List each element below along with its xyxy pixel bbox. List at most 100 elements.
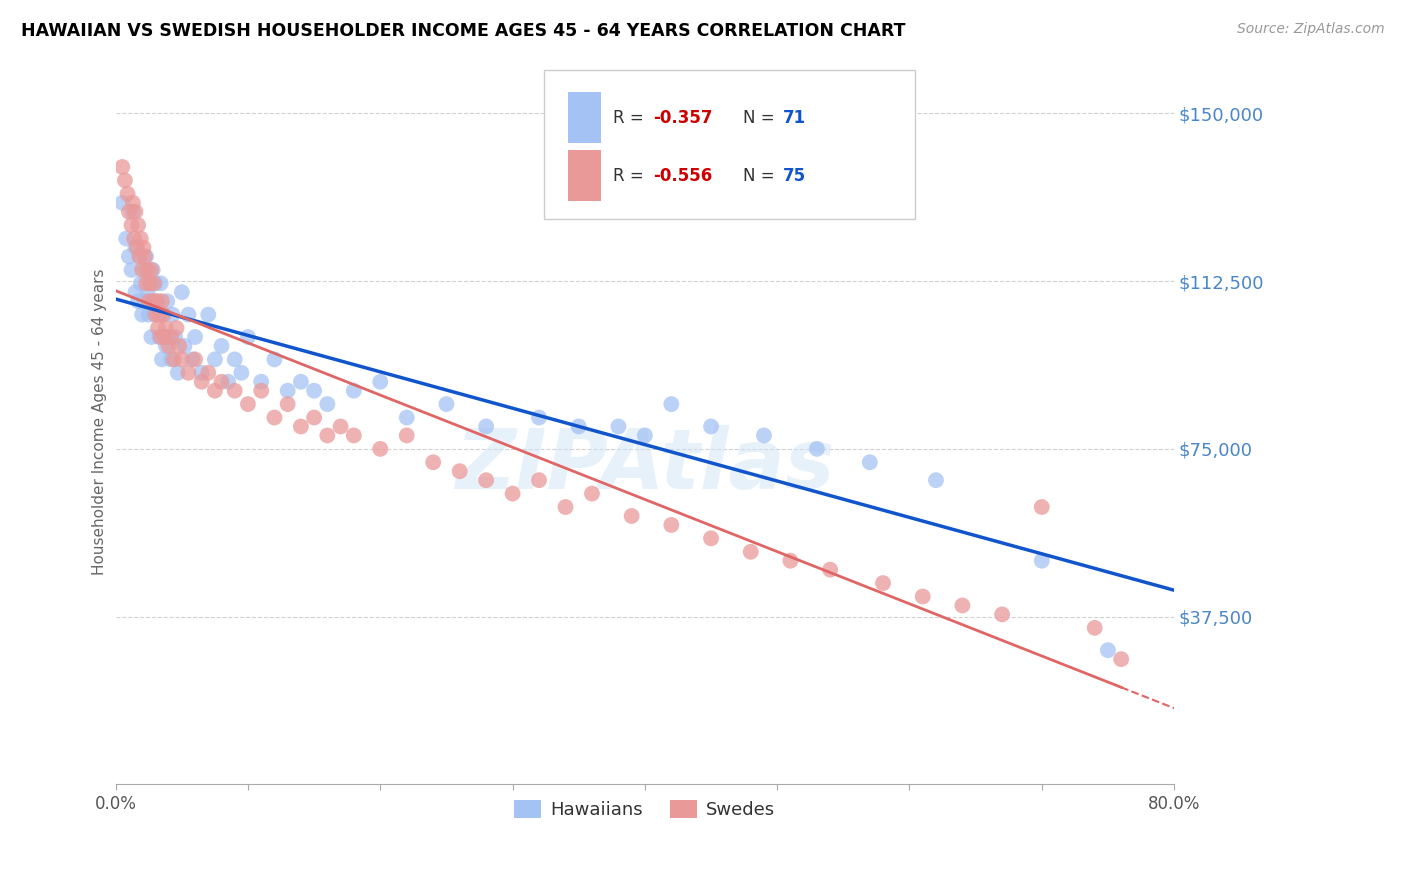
Point: [224, 352, 246, 367]
Point: [634, 428, 657, 442]
Point: [181, 352, 204, 367]
Point: [316, 397, 339, 411]
Point: [115, 231, 138, 245]
Text: Source: ZipAtlas.com: Source: ZipAtlas.com: [1237, 22, 1385, 37]
Point: [124, 204, 146, 219]
Point: [145, 294, 167, 309]
Point: [155, 321, 177, 335]
Point: [740, 545, 762, 559]
Point: [316, 428, 339, 442]
Point: [263, 410, 285, 425]
Point: [659, 517, 682, 532]
Point: [134, 250, 156, 264]
Point: [752, 428, 775, 442]
Point: [142, 294, 165, 309]
Point: [111, 160, 134, 174]
Point: [395, 410, 418, 425]
Point: [163, 352, 186, 367]
Point: [135, 277, 157, 291]
Point: [136, 263, 159, 277]
Point: [263, 352, 285, 367]
Point: [818, 563, 841, 577]
Point: [173, 339, 195, 353]
Point: [143, 277, 166, 291]
Point: [139, 277, 162, 291]
Point: [224, 384, 246, 398]
Point: [190, 375, 212, 389]
Text: 71: 71: [783, 109, 806, 127]
Point: [343, 428, 366, 442]
Point: [329, 419, 352, 434]
Legend: Hawaiians, Swedes: Hawaiians, Swedes: [508, 792, 783, 826]
Point: [236, 330, 259, 344]
Point: [581, 486, 603, 500]
Point: [121, 263, 143, 277]
Point: [121, 218, 143, 232]
Point: [142, 263, 165, 277]
Point: [231, 366, 253, 380]
Point: [204, 352, 226, 367]
Point: [134, 294, 156, 309]
Point: [111, 195, 134, 210]
Point: [217, 375, 239, 389]
Point: [395, 428, 418, 442]
Point: [131, 308, 153, 322]
Point: [177, 308, 200, 322]
Point: [177, 366, 200, 380]
Point: [143, 308, 166, 322]
Point: [127, 294, 149, 309]
Point: [502, 486, 524, 500]
Point: [146, 321, 169, 335]
Point: [149, 277, 172, 291]
Point: [449, 464, 471, 478]
Point: [136, 285, 159, 300]
Point: [146, 294, 169, 309]
Point: [125, 240, 148, 254]
Point: [141, 330, 163, 344]
Point: [160, 330, 183, 344]
Point: [872, 576, 894, 591]
Point: [124, 285, 146, 300]
Point: [568, 419, 591, 434]
Point: [114, 173, 136, 187]
Point: [1097, 643, 1119, 657]
Point: [475, 419, 498, 434]
Point: [166, 321, 188, 335]
Point: [148, 308, 170, 322]
Text: N =: N =: [744, 167, 780, 185]
Point: [277, 397, 299, 411]
Point: [135, 250, 157, 264]
Point: [149, 330, 172, 344]
Point: [436, 397, 458, 411]
Point: [952, 599, 974, 613]
Point: [806, 442, 828, 456]
Point: [142, 294, 165, 309]
Point: [165, 330, 187, 344]
Text: HAWAIIAN VS SWEDISH HOUSEHOLDER INCOME AGES 45 - 64 YEARS CORRELATION CHART: HAWAIIAN VS SWEDISH HOUSEHOLDER INCOME A…: [21, 22, 905, 40]
Point: [157, 339, 180, 353]
Point: [204, 384, 226, 398]
Text: -0.556: -0.556: [654, 167, 713, 185]
Point: [132, 240, 155, 254]
Point: [152, 308, 174, 322]
Point: [143, 277, 166, 291]
Point: [122, 231, 145, 245]
Point: [190, 366, 212, 380]
Point: [128, 250, 150, 264]
Text: ZIPAtlas: ZIPAtlas: [456, 425, 835, 506]
Point: [124, 240, 146, 254]
Point: [700, 419, 723, 434]
Point: [153, 330, 176, 344]
Point: [141, 263, 163, 277]
Point: [368, 375, 391, 389]
Point: [1031, 500, 1053, 514]
Point: [211, 375, 233, 389]
Point: [302, 410, 325, 425]
Point: [250, 384, 273, 398]
Point: [138, 294, 160, 309]
Point: [121, 195, 143, 210]
Point: [148, 330, 170, 344]
Point: [138, 308, 160, 322]
Point: [157, 330, 180, 344]
Point: [302, 384, 325, 398]
